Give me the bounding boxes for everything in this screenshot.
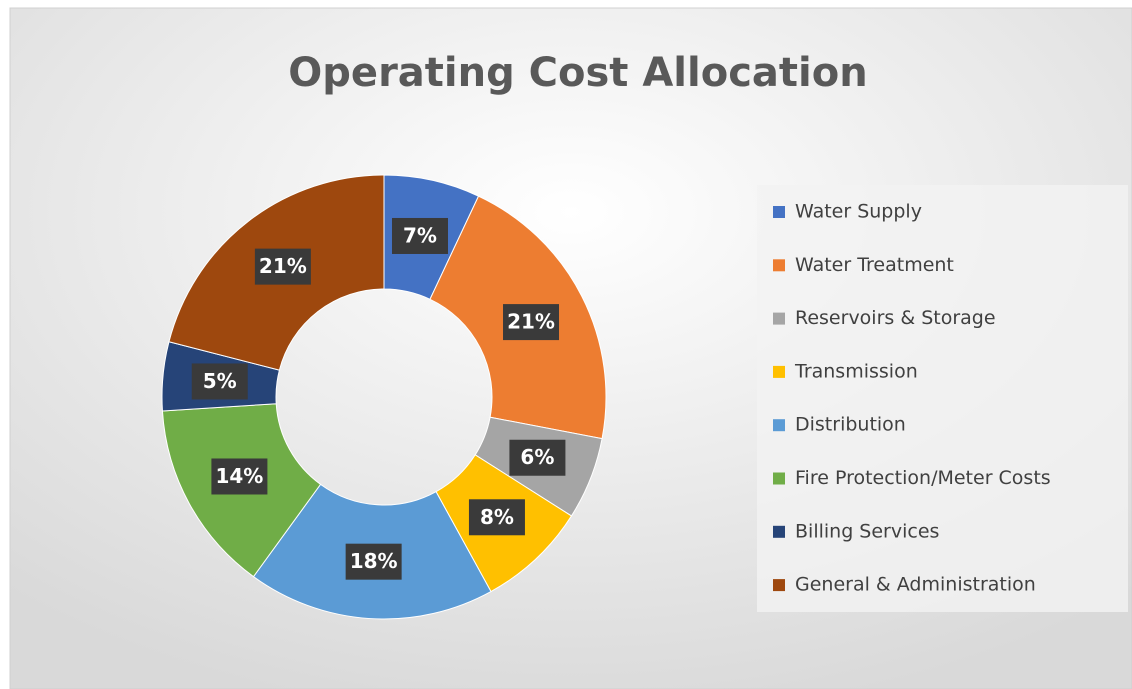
data-label: 5% [203,369,237,393]
data-label-box [254,248,311,285]
legend-label: Water Treatment [795,254,954,276]
data-label-box [509,439,566,476]
legend-swatch [773,419,785,432]
data-label: 14% [215,464,263,488]
legend-swatch [773,365,785,378]
legend-swatch [773,259,785,272]
data-label-box [345,543,402,580]
chart-title: Operating Cost Allocation [288,50,867,96]
legend-label: Reservoirs & Storage [795,307,996,329]
legend-swatch [773,206,785,218]
legend-swatch [773,579,785,592]
data-label: 7% [403,223,437,247]
legend-swatch [773,472,785,485]
data-label-box [503,304,560,341]
legend-label: General & Administration [795,574,1036,596]
data-label: 18% [350,549,398,573]
data-label: 21% [507,310,555,334]
legend-label: Water Supply [795,201,922,223]
data-label: 8% [480,505,514,529]
legend-label: Distribution [795,414,906,436]
data-label: 6% [520,445,554,469]
data-label: 21% [259,254,307,278]
data-label-box [468,499,525,536]
data-label-box [211,458,268,495]
legend-label: Fire Protection/Meter Costs [795,467,1051,489]
data-label-box [391,217,448,254]
legend-swatch [773,525,785,538]
legend-box [757,185,1128,612]
legend-label: Transmission [794,360,918,382]
legend-swatch [773,312,785,325]
data-label-box [191,363,248,400]
legend-label: Billing Services [795,520,939,542]
